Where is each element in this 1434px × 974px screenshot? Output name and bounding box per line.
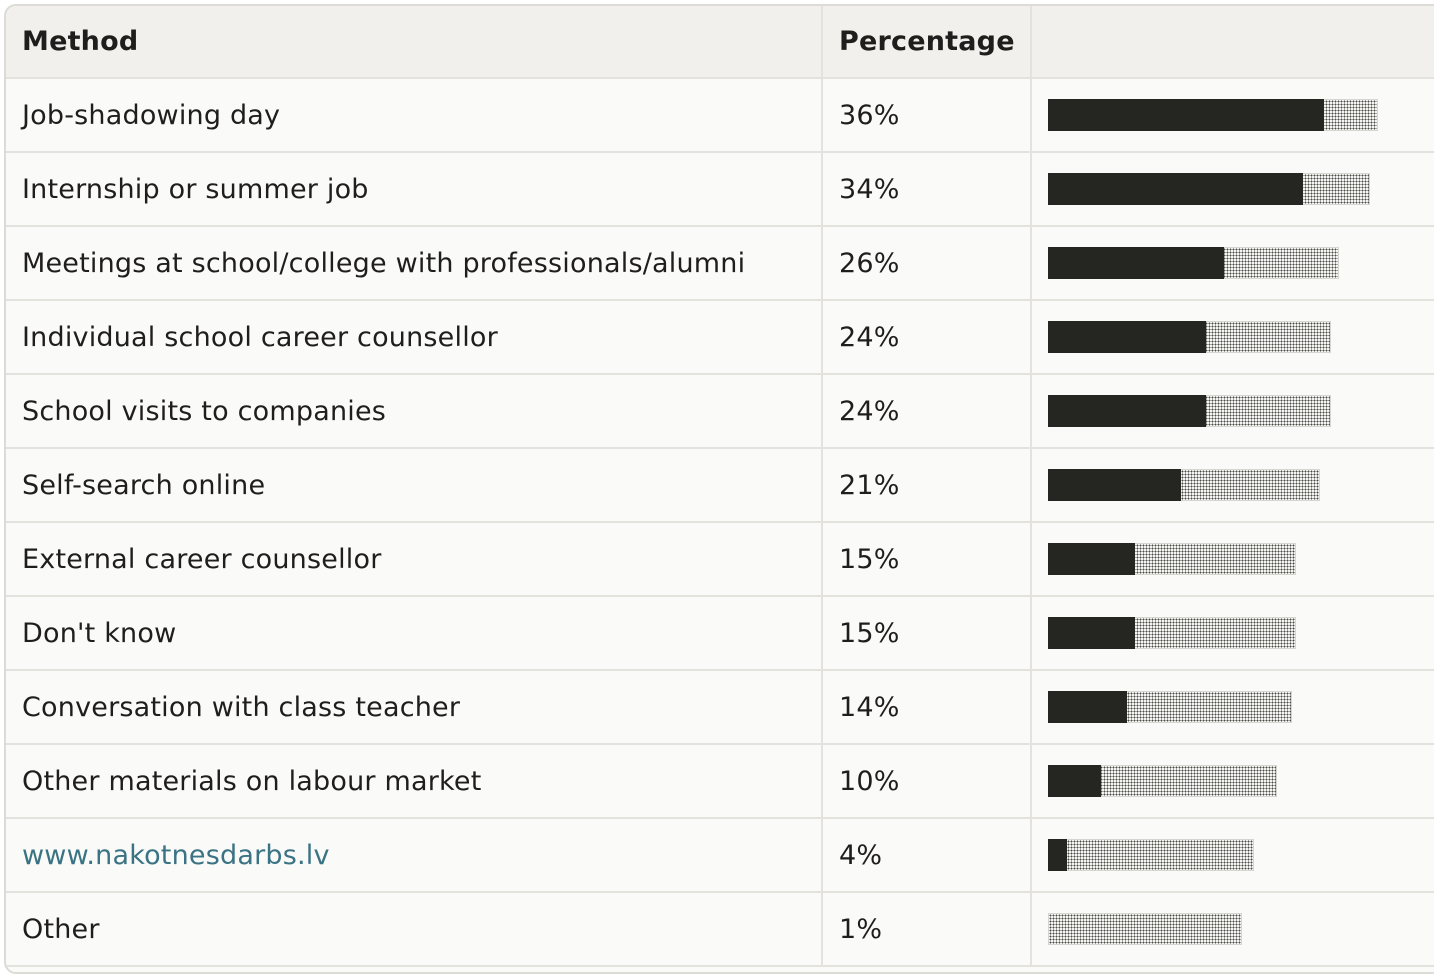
table-row: Self-search online 21% <box>6 448 1434 523</box>
bar-cell <box>1031 892 1434 967</box>
data-table-container: Method Percentage Job-shadowing day 36% In… <box>4 4 1434 974</box>
table-row: Individual school career counsellor 24% <box>6 300 1434 375</box>
table-row: Job-shadowing day 36% <box>6 78 1434 153</box>
percentage-bar-track <box>1048 765 1277 797</box>
bar-cell <box>1031 522 1434 597</box>
percentage-bar-fill <box>1048 321 1206 353</box>
method-cell: Don't know <box>6 596 823 671</box>
percentage-bar-track <box>1048 691 1292 723</box>
bar-cell <box>1031 78 1434 153</box>
percentage-bar-track <box>1048 839 1254 871</box>
percentage-cell: 21% <box>822 448 1032 523</box>
header-percentage[interactable]: Percentage <box>822 6 1032 79</box>
percentage-cell: 26% <box>822 226 1032 301</box>
methods-table: Method Percentage Job-shadowing day 36% In… <box>6 6 1434 967</box>
method-cell: Conversation with class teacher <box>6 670 823 745</box>
method-cell: Self-search online <box>6 448 823 523</box>
method-label: Self-search online <box>22 469 266 501</box>
percentage-cell: 15% <box>822 596 1032 671</box>
method-label: Conversation with class teacher <box>22 691 461 723</box>
method-label: Don't know <box>22 617 177 649</box>
bar-cell <box>1031 226 1434 301</box>
bar-cell <box>1031 596 1434 671</box>
percentage-bar-track <box>1048 913 1242 945</box>
table-row: Other 1% <box>6 892 1434 967</box>
method-label: Other materials on labour market <box>22 765 482 797</box>
table-body: Job-shadowing day 36% Internship or summer… <box>6 78 1434 967</box>
method-label: Job-shadowing day <box>22 99 281 131</box>
percentage-cell: 10% <box>822 744 1032 819</box>
method-cell: School visits to companies <box>6 374 823 449</box>
percentage-bar-track <box>1048 173 1370 205</box>
percentage-bar-track <box>1048 395 1331 427</box>
method-label: Meetings at school/college with professi… <box>22 247 746 279</box>
bar-cell <box>1031 670 1434 745</box>
table-row: Don't know 15% <box>6 596 1434 671</box>
percentage-bar-fill <box>1048 543 1135 575</box>
percentage-cell: 14% <box>822 670 1032 745</box>
method-label: Internship or summer job <box>22 173 369 205</box>
percentage-bar-fill <box>1048 469 1181 501</box>
bar-cell <box>1031 448 1434 523</box>
percentage-bar-track <box>1048 99 1378 131</box>
method-cell: Other materials on labour market <box>6 744 823 819</box>
percentage-bar-fill <box>1048 247 1224 279</box>
header-row: Method Percentage <box>6 6 1434 79</box>
percentage-bar-fill <box>1048 173 1303 205</box>
method-cell: Meetings at school/college with professi… <box>6 226 823 301</box>
percentage-bar-track <box>1048 543 1296 575</box>
method-label: Individual school career counsellor <box>22 321 498 353</box>
method-cell: Other <box>6 892 823 967</box>
percentage-cell: 15% <box>822 522 1032 597</box>
percentage-cell: 24% <box>822 300 1032 375</box>
table-row: Conversation with class teacher 14% <box>6 670 1434 745</box>
method-label: External career counsellor <box>22 543 382 575</box>
bar-cell <box>1031 744 1434 819</box>
percentage-bar-fill <box>1048 617 1135 649</box>
table-row: www.nakotnesdarbs.lv 4% <box>6 818 1434 893</box>
table-header: Method Percentage <box>6 6 1434 79</box>
method-label: Other <box>22 913 100 945</box>
header-method[interactable]: Method <box>6 6 823 79</box>
bar-cell <box>1031 374 1434 449</box>
method-cell: Internship or summer job <box>6 152 823 227</box>
table-row: External career counsellor 15% <box>6 522 1434 597</box>
percentage-bar-track <box>1048 247 1339 279</box>
percentage-bar-track <box>1048 617 1296 649</box>
bar-cell <box>1031 152 1434 227</box>
percentage-bar-fill <box>1048 839 1067 871</box>
header-bar <box>1031 6 1434 79</box>
bar-cell <box>1031 818 1434 893</box>
table-row: School visits to companies 24% <box>6 374 1434 449</box>
percentage-cell: 1% <box>822 892 1032 967</box>
percentage-cell: 34% <box>822 152 1032 227</box>
table-row: Meetings at school/college with professi… <box>6 226 1434 301</box>
percentage-bar-track <box>1048 321 1331 353</box>
percentage-bar-fill <box>1048 99 1324 131</box>
method-cell: www.nakotnesdarbs.lv <box>6 818 823 893</box>
percentage-bar-fill <box>1048 691 1127 723</box>
method-label: School visits to companies <box>22 395 387 427</box>
table-row: Other materials on labour market 10% <box>6 744 1434 819</box>
percentage-cell: 24% <box>822 374 1032 449</box>
percentage-bar-fill <box>1048 395 1206 427</box>
percentage-bar-fill <box>1048 765 1101 797</box>
method-cell: Individual school career counsellor <box>6 300 823 375</box>
table-row: Internship or summer job 34% <box>6 152 1434 227</box>
percentage-bar-track <box>1048 469 1320 501</box>
method-cell: External career counsellor <box>6 522 823 597</box>
bar-cell <box>1031 300 1434 375</box>
percentage-cell: 4% <box>822 818 1032 893</box>
method-cell: Job-shadowing day <box>6 78 823 153</box>
percentage-cell: 36% <box>822 78 1032 153</box>
method-link[interactable]: www.nakotnesdarbs.lv <box>22 839 330 871</box>
